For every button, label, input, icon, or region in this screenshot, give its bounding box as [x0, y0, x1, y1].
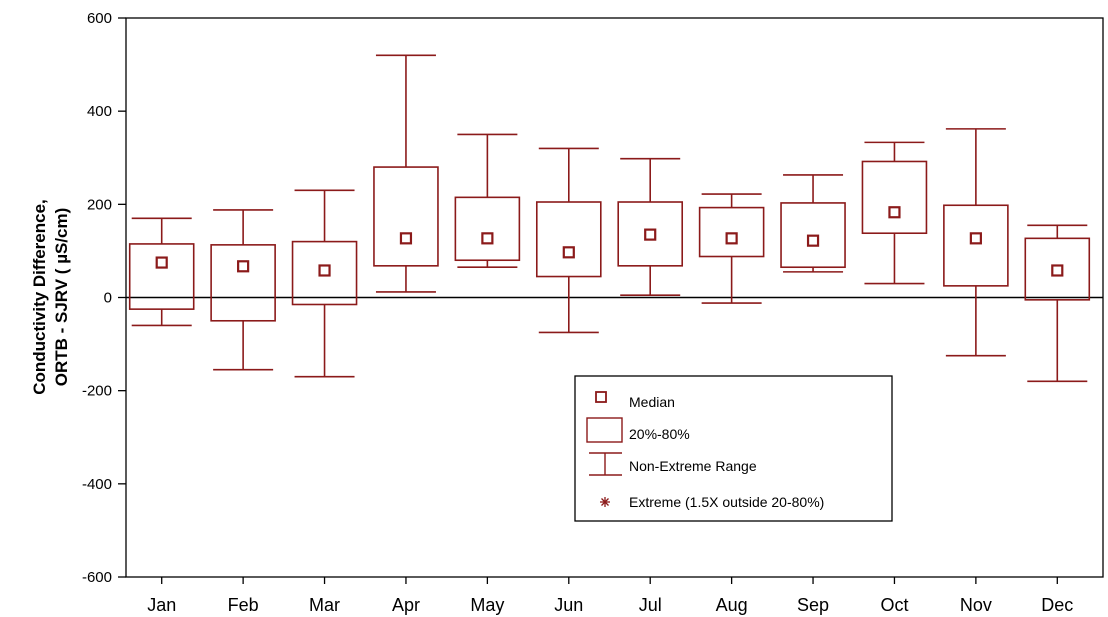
- median-marker: [318, 264, 331, 277]
- legend-whisker-icon: [589, 452, 622, 476]
- legend-extreme-label: Extreme (1.5X outside 20-80%): [629, 494, 824, 510]
- box-oct: [861, 141, 928, 285]
- range-box: [128, 243, 195, 310]
- median-marker: [806, 234, 820, 247]
- median-marker: [481, 232, 494, 245]
- x-tick-label: Apr: [392, 595, 420, 615]
- median-marker: [155, 256, 168, 269]
- legend-whisker-label: Non-Extreme Range: [629, 458, 757, 474]
- median-marker: [725, 232, 738, 245]
- range-box: [780, 202, 846, 269]
- legend-range-box-label: 20%-80%: [629, 426, 690, 442]
- y-tick-label: -600: [82, 569, 112, 586]
- y-axis-title-line1: Conductivity Difference,: [30, 199, 49, 395]
- range-box: [861, 160, 928, 235]
- legend-range-box-icon: [586, 417, 623, 443]
- range-box: [454, 196, 521, 262]
- median-marker: [399, 232, 413, 245]
- median-marker: [644, 228, 657, 241]
- y-axis: 600 400 200 0 -200 -400 -600: [82, 10, 126, 586]
- box-apr: [373, 54, 439, 293]
- x-tick-label: Aug: [716, 595, 748, 615]
- y-tick-label: 200: [87, 196, 112, 213]
- box-jan: [128, 217, 195, 327]
- box-jun: [535, 147, 602, 334]
- x-tick-label: Sep: [797, 595, 829, 615]
- x-tick-label: May: [470, 595, 504, 615]
- legend-frame: [574, 375, 893, 522]
- legend-median-label: Median: [629, 394, 675, 410]
- box-jul: [617, 157, 684, 296]
- range-box: [373, 166, 439, 267]
- y-tick-label: 600: [87, 10, 112, 27]
- x-tick-label: Oct: [880, 595, 908, 615]
- x-tick-label: Feb: [228, 595, 259, 615]
- box-sep: [780, 174, 846, 273]
- median-marker: [1051, 264, 1064, 277]
- range-box: [535, 201, 602, 278]
- median-marker: [237, 260, 250, 273]
- y-tick-label: 400: [87, 103, 112, 120]
- range-box: [291, 240, 358, 306]
- range-box: [1024, 237, 1091, 301]
- y-axis-title: Conductivity Difference, ORTB - SJRV ( µ…: [30, 199, 71, 395]
- box-feb: [210, 209, 276, 371]
- box-may: [454, 133, 521, 269]
- median-marker: [969, 232, 982, 245]
- y-tick-label: 0: [104, 290, 112, 307]
- x-tick-label: Jul: [639, 595, 662, 615]
- y-tick-label: -200: [82, 383, 112, 400]
- range-box: [698, 206, 765, 258]
- median-marker: [888, 206, 901, 219]
- x-axis: Jan Feb Mar Apr May Jun Jul Aug Sep Oct Nov Dec: [147, 577, 1073, 615]
- x-tick-label: Mar: [309, 595, 340, 615]
- range-box: [210, 244, 276, 322]
- range-box: [943, 204, 1009, 287]
- range-box: [617, 201, 684, 267]
- x-tick-label: Dec: [1041, 595, 1073, 615]
- box-dec: [1024, 224, 1091, 383]
- legend-median-icon: [595, 391, 607, 403]
- box-aug: [698, 193, 765, 304]
- box-mar: [291, 189, 358, 378]
- box-nov: [943, 128, 1009, 357]
- legend: Median 20%-80% Non-Extreme Range Extreme…: [574, 375, 893, 522]
- box-series: [128, 54, 1091, 383]
- legend-extreme-icon: [600, 497, 610, 507]
- x-tick-label: Jun: [554, 595, 583, 615]
- median-marker: [562, 246, 575, 259]
- y-axis-title-line2: ORTB - SJRV ( µS/cm): [52, 208, 71, 387]
- x-tick-label: Nov: [960, 595, 992, 615]
- y-tick-label: -400: [82, 476, 112, 493]
- x-tick-label: Jan: [147, 595, 176, 615]
